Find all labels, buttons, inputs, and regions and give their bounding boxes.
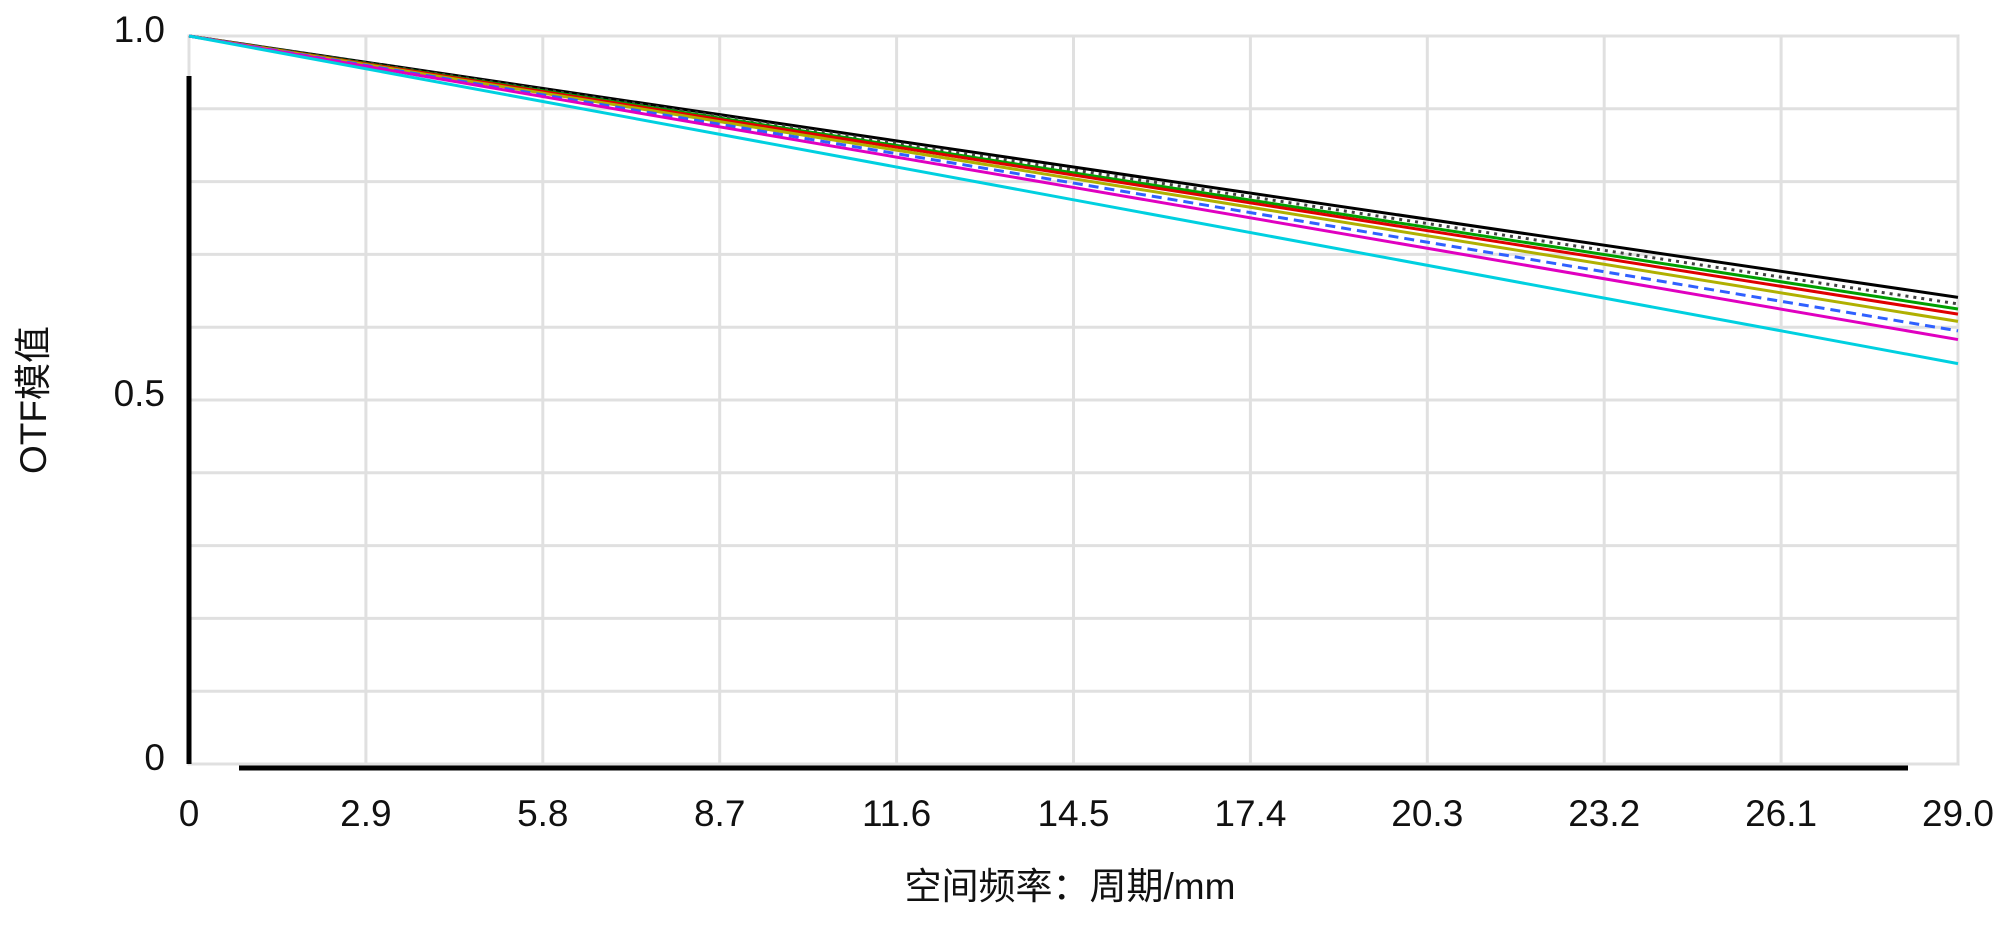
y-tick-label: 1.0: [114, 9, 165, 50]
x-tick-label: 2.9: [340, 793, 391, 834]
x-tick-label: 20.3: [1391, 793, 1463, 834]
x-tick-label: 8.7: [694, 793, 745, 834]
series-line: [188, 34, 1959, 342]
x-tick-label: 5.8: [517, 793, 568, 834]
x-tick-label: 0: [179, 793, 200, 834]
series-line: [188, 34, 1959, 366]
y-axis-title: OTF模值: [13, 326, 54, 474]
y-tick-label: 0: [144, 737, 165, 778]
x-tick-label: 23.2: [1568, 793, 1640, 834]
x-tick-label: 14.5: [1037, 793, 1109, 834]
x-tick-label: 26.1: [1745, 793, 1817, 834]
series-line: [188, 34, 1959, 323]
x-tick-label: 11.6: [862, 793, 931, 834]
x-axis-title: 空间频率：周期/mm: [905, 866, 1236, 907]
y-tick-label: 0.5: [114, 373, 165, 414]
x-tick-label: 17.4: [1214, 793, 1286, 834]
series-line: [188, 34, 1959, 333]
x-tick-label: 29.0: [1922, 793, 1994, 834]
